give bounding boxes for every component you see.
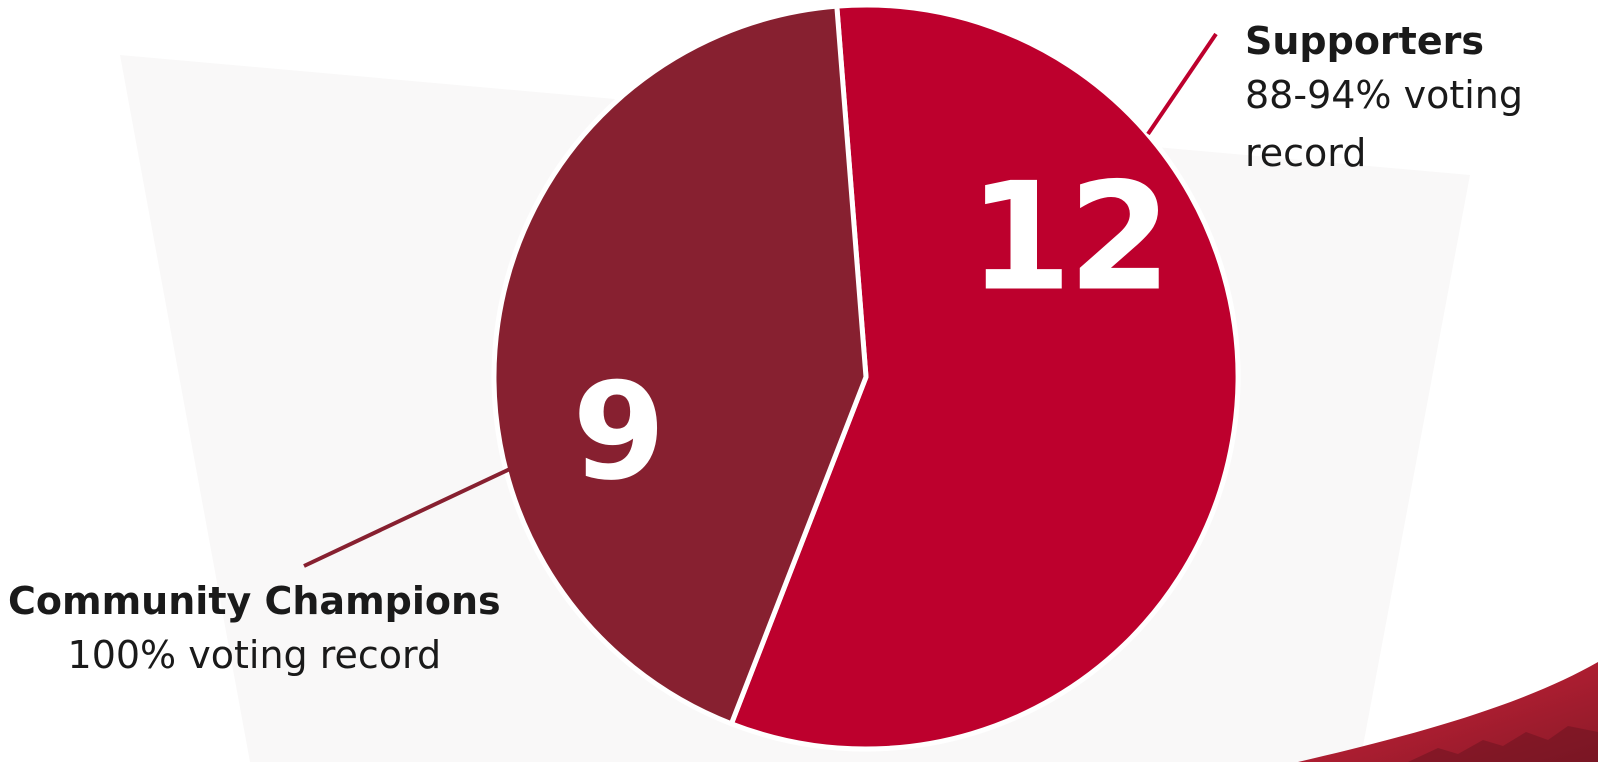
callout-champions: Community Champions 100% voting record — [8, 576, 501, 684]
leader-line-champions — [303, 466, 513, 568]
callout-champions-description: 100% voting record — [67, 633, 442, 677]
pie-slice-supporters — [728, 2, 1241, 752]
callout-supporters-description: 88-94% voting record — [1245, 73, 1524, 175]
pie-slice-champions — [491, 3, 869, 727]
callout-champions-title: Community Champions — [8, 579, 501, 623]
slice-value-champions: 9 — [572, 354, 665, 510]
callout-supporters-title: Supporters — [1245, 19, 1484, 63]
leader-line-supporters — [1146, 32, 1218, 136]
callout-supporters: Supporters 88-94% voting record — [1245, 16, 1585, 182]
slice-value-supporters: 12 — [968, 151, 1171, 325]
corner-photo-accent — [1298, 662, 1598, 762]
